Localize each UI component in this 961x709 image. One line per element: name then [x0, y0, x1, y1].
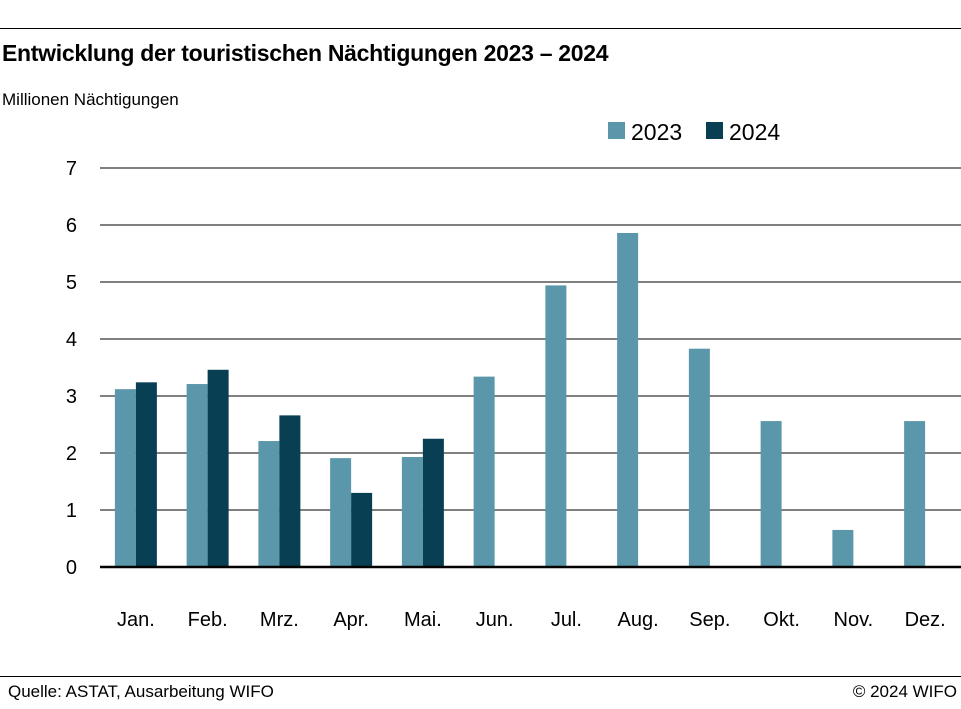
x-category-label: Jul.: [551, 609, 582, 631]
gridlines: [100, 167, 961, 511]
x-category-label: Jan.: [117, 609, 155, 631]
y-tick-label: 6: [66, 215, 77, 237]
bar-2023-jan: [114, 389, 136, 567]
x-category-label: Aug.: [618, 609, 659, 631]
bar-2023-apr: [330, 458, 352, 567]
y-tick-label: 5: [66, 272, 77, 294]
bar-2024-mrz: [279, 415, 301, 567]
bar-2024-mai: [422, 438, 444, 567]
x-category-label: Mrz.: [260, 609, 299, 631]
legend: 2023 2024: [608, 119, 780, 145]
chart-title: Entwicklung der touristischen Nächtigung…: [2, 40, 609, 66]
bar-2024-apr: [351, 492, 373, 567]
bottom-rule: [0, 676, 961, 677]
y-axis-unit-label: Millionen Nächtigungen: [2, 90, 179, 109]
copyright-note: © 2024 WIFO: [852, 682, 957, 701]
bar-2023-mai: [401, 456, 423, 567]
y-tick-label: 2: [66, 443, 77, 465]
x-category-label: Mai.: [404, 609, 442, 631]
y-tick-label: 1: [66, 500, 77, 522]
bar-2023-okt: [760, 421, 782, 567]
legend-swatch-2024: [706, 122, 723, 139]
legend-label-2024: 2024: [729, 119, 780, 145]
x-category-label: Okt.: [763, 609, 800, 631]
y-tick-label: 4: [66, 329, 77, 351]
bar-2023-aug: [617, 232, 639, 568]
top-rule: [0, 28, 961, 29]
bars: [114, 232, 926, 568]
legend-label-2023: 2023: [631, 119, 682, 145]
x-category-label: Apr.: [333, 609, 369, 631]
x-category-label: Jun.: [476, 609, 514, 631]
bar-2023-jun: [473, 376, 495, 567]
x-category-label: Sep.: [689, 609, 730, 631]
x-axis-categories: Jan. Feb. Mrz. Apr. Mai. Jun. Jul. Aug. Sep. Okt.…: [117, 609, 946, 631]
bar-2023-feb: [186, 384, 208, 567]
bar-2023-nov: [832, 529, 854, 567]
x-category-label: Feb.: [188, 609, 228, 631]
bar-2023-dez: [904, 421, 926, 567]
y-tick-label: 7: [66, 158, 77, 180]
y-axis-ticks: 0 1 2 3 4 5 6 7: [66, 158, 77, 579]
bar-2023-mrz: [258, 441, 280, 567]
x-category-label: Dez.: [905, 609, 946, 631]
legend-swatch-2023: [608, 122, 625, 139]
source-note: Quelle: ASTAT, Ausarbeitung WIFO: [8, 682, 274, 701]
y-tick-label: 0: [66, 557, 77, 579]
bar-2023-sep: [688, 348, 710, 567]
bar-2023-jul: [545, 285, 567, 567]
x-category-label: Nov.: [834, 609, 874, 631]
bar-2024-feb: [207, 369, 229, 567]
y-tick-label: 3: [66, 386, 77, 408]
bar-2024-jan: [135, 382, 157, 567]
